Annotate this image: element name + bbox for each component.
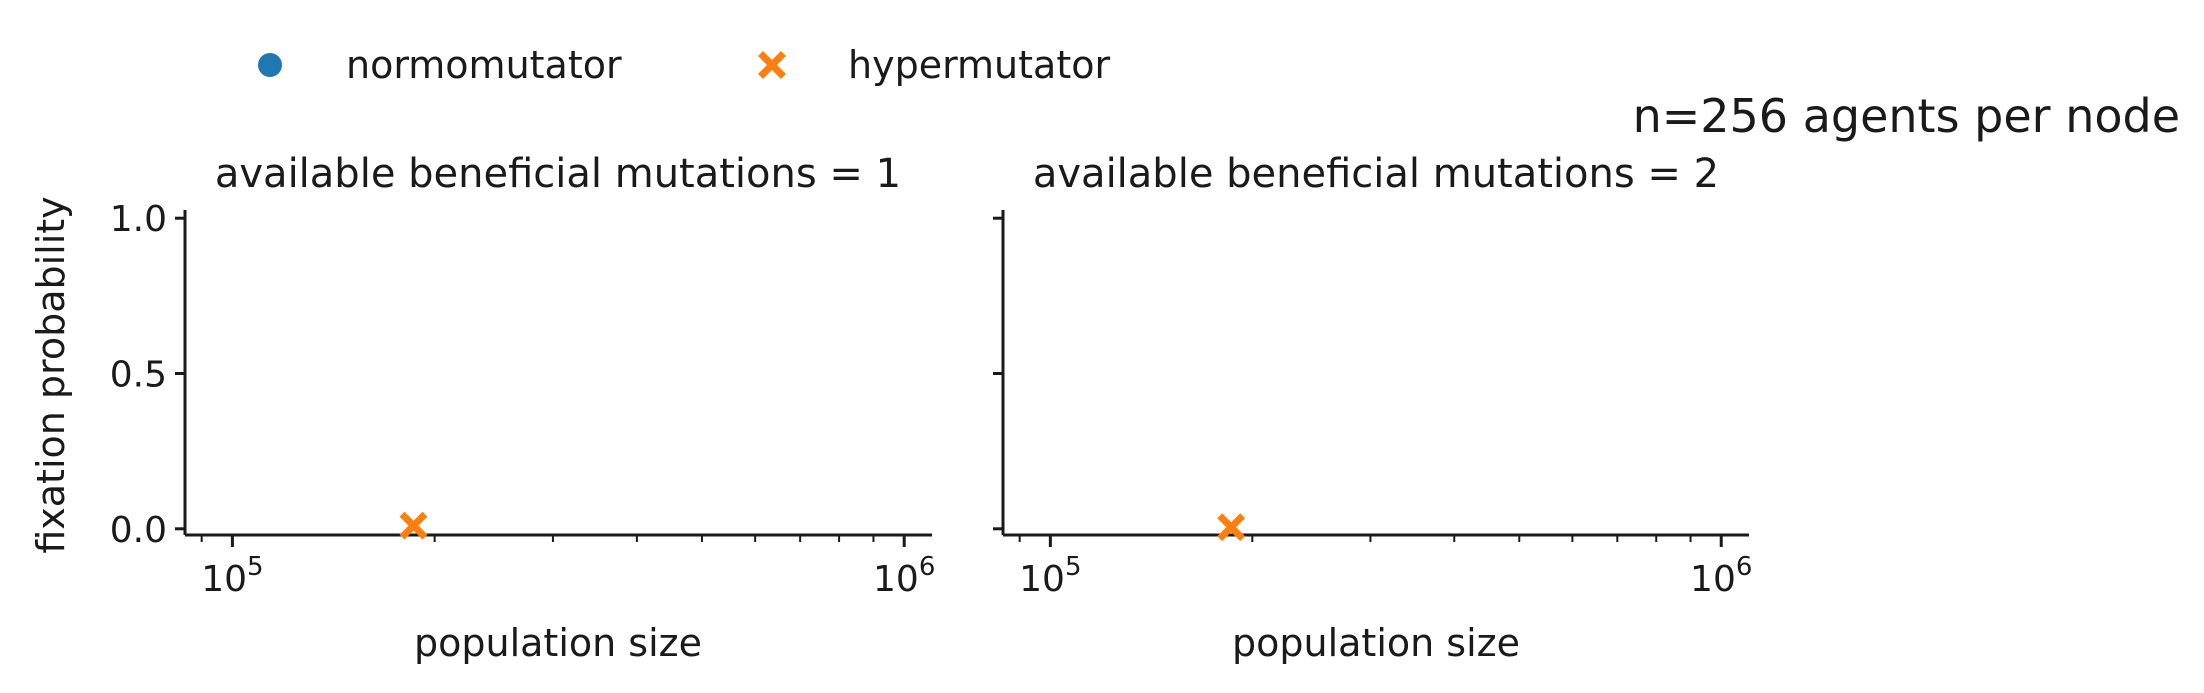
x-tick-label: 105 [201,552,263,600]
legend-label-hypermutator: hypermutator [848,43,1110,87]
panel-1-title: available beneficial mutations = 1 [215,151,901,197]
panel-2: available beneficial mutations = 2 105 10… [993,151,1752,665]
legend-marker-hypermutator [758,51,786,79]
panel-2-title: available beneficial mutations = 2 [1033,151,1719,197]
legend: normomutator hypermutator [258,43,1110,87]
y-tick-label: 1.0 [110,199,167,240]
y-tick-label: 0.0 [110,510,167,551]
legend-label-normomutator: normomutator [346,43,622,87]
panel-2-x-axis-label: population size [1232,621,1520,665]
figure-suptitle: n=256 agents per node [1633,89,2180,143]
legend-marker-normomutator [258,53,282,77]
data-point-hypermutator [1217,513,1246,542]
x-tick-label: 106 [1690,552,1752,600]
y-tick-label: 0.5 [110,355,167,396]
panel-1-x-axis-label: population size [414,621,702,665]
legend-x-glyph [758,51,786,79]
x-tick-label: 105 [1019,552,1081,600]
x-tick-label: 106 [873,552,935,600]
y-axis-label: fixation probability [29,196,73,553]
panel-2-axes: 105 106 [993,210,1752,600]
panel-1: available beneficial mutations = 1 0.00.… [110,151,936,665]
data-point-hypermutator [399,511,428,540]
panel-1-axes: 0.0 0.5 1.0 105 106 [110,199,936,600]
